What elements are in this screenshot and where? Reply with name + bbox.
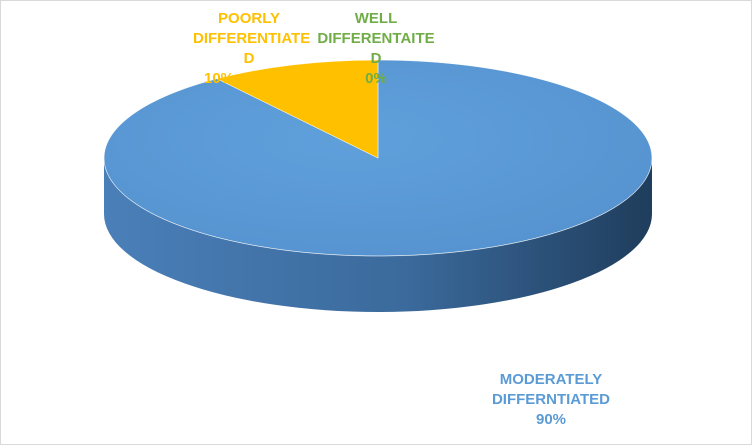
pie-rim bbox=[103, 59, 653, 257]
data-label-moderately-differentiated: MODERATELY DIFFERNTIATED 90% bbox=[471, 370, 631, 430]
label-well-line1: WELL bbox=[354, 10, 398, 27]
label-well-percent: 0% bbox=[365, 70, 387, 87]
label-poorly-line1: POORLY bbox=[218, 10, 280, 27]
label-moderately-line2: DIFFERNTIATED bbox=[491, 391, 611, 408]
label-moderately-line1: MODERATELY bbox=[499, 371, 603, 388]
data-label-well-differentiated: WELL DIFFERENTAITE D 0% bbox=[311, 9, 441, 89]
label-poorly-line2: DIFFERENTIATE bbox=[193, 30, 311, 47]
label-well-line3: D bbox=[370, 50, 382, 67]
label-well-line2: DIFFERENTAITE bbox=[317, 30, 435, 47]
pie-side-wall bbox=[104, 158, 652, 312]
label-poorly-line3: D bbox=[243, 50, 255, 67]
label-moderately-percent: 90% bbox=[535, 411, 567, 428]
label-poorly-percent: 10% bbox=[203, 70, 235, 87]
data-label-poorly-differentiated: POORLY DIFFERENTIATE D 10% bbox=[193, 9, 311, 89]
pie-slice-poorly-differentiated bbox=[216, 59, 379, 159]
